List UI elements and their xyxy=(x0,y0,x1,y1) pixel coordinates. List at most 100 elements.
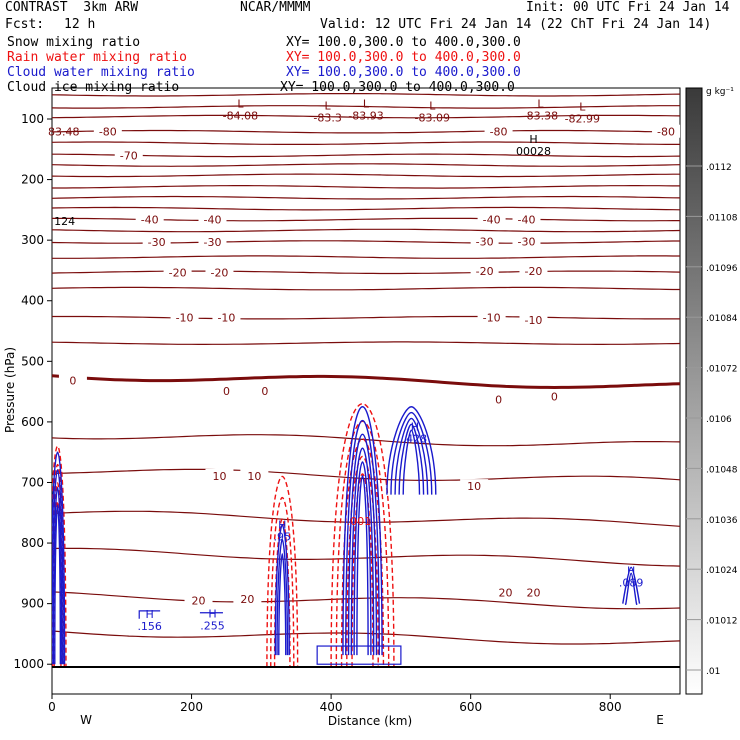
contour-label-bg xyxy=(58,373,87,387)
isotherm-line xyxy=(52,255,680,259)
contour-label-bg xyxy=(205,468,234,482)
extrema-type: L xyxy=(537,97,544,110)
contour-label-bg xyxy=(652,124,681,138)
extrema-value: .255 xyxy=(200,620,225,633)
colorbar-label: .0112 xyxy=(706,163,732,173)
isotherm-line xyxy=(52,547,680,567)
isotherm-line xyxy=(52,105,680,109)
y-tick-label: 400 xyxy=(21,294,44,308)
cloud-contour xyxy=(347,433,378,656)
extrema-type: H xyxy=(278,519,286,532)
chart-header: CONTRAST 3km ARW NCAR/MMMM Init: 00 UTC … xyxy=(0,0,740,100)
extrema-type: L xyxy=(237,97,244,110)
y-tick-label: 600 xyxy=(21,415,44,429)
contour-label-bg xyxy=(470,234,499,248)
colorbar xyxy=(685,87,703,695)
field-xy-snow: XY= 100.0,300.0 to 400.0,300.0 xyxy=(286,35,521,50)
colorbar-label: .01096 xyxy=(706,264,738,274)
field-name-cloud-water: Cloud water mixing ratio xyxy=(7,65,195,80)
cloud-contour xyxy=(386,406,437,495)
rain-contour xyxy=(330,403,395,668)
extrema-value: 00028 xyxy=(516,145,551,158)
x-tick-label: 800 xyxy=(599,700,622,714)
extrema-labels: L-84.08L-83.3L-83.93L-83.09L-83.38L-82.9… xyxy=(48,97,643,633)
extrema-value: -83.09 xyxy=(415,111,450,124)
contour-label: 10 xyxy=(212,470,226,483)
extrema-type: H xyxy=(411,420,419,433)
contour-label-bg xyxy=(519,585,548,599)
contour-label-bg xyxy=(484,124,513,138)
contour-label-bg xyxy=(512,212,541,226)
extrema-value: -82.99 xyxy=(565,113,600,126)
contour-label-bg xyxy=(163,265,192,279)
y-axis: 100 200 300 400 500 600 700 800 900 1000 xyxy=(13,112,52,671)
isotherm-line xyxy=(52,286,680,291)
field-name-snow: Snow mixing ratio xyxy=(7,35,141,50)
extrema-value: .089 xyxy=(619,577,644,590)
colorbar-label: .01108 xyxy=(706,213,738,223)
x-axis-title: Distance (km) xyxy=(328,714,412,728)
isotherm-line xyxy=(52,315,680,320)
extrema-value: -83.38 xyxy=(523,109,558,122)
contour-label: 20 xyxy=(240,593,254,606)
contour-label-bg xyxy=(477,310,506,324)
extrema-type: H xyxy=(627,565,635,578)
contour-label: -10 xyxy=(217,312,235,325)
contour-label-bg xyxy=(512,234,541,248)
isotherm-line xyxy=(52,185,680,189)
plot-frame xyxy=(51,87,681,695)
contour-label: -30 xyxy=(148,236,166,249)
contour-label: -40 xyxy=(518,214,536,227)
cloud-contour xyxy=(394,417,429,495)
contour-label: -20 xyxy=(210,266,228,279)
field-xy-rain: XY= 100.0,300.0 to 400.0,300.0 xyxy=(286,50,521,65)
colorbar-label: .01036 xyxy=(706,516,738,526)
isotherm-line xyxy=(52,173,680,178)
colorbar-label: .01084 xyxy=(706,314,738,324)
x-tick-label: 600 xyxy=(459,700,482,714)
east-label: E xyxy=(656,713,664,727)
contour-label: -20 xyxy=(476,265,494,278)
fcst-label: Fcst: xyxy=(5,17,45,32)
extrema-type: L xyxy=(363,97,370,110)
extrema-type: L xyxy=(429,99,436,112)
center-label: NCAR/MMMM xyxy=(240,0,311,15)
isotherm-line xyxy=(52,163,680,167)
contour-label: -10 xyxy=(176,312,194,325)
cloud-contour xyxy=(278,553,287,656)
cloud-contour xyxy=(350,447,375,656)
model-label: CONTRAST 3km ARW xyxy=(5,0,139,15)
isotherm-line xyxy=(52,341,680,345)
extrema-value: .428 xyxy=(403,432,428,445)
extrema-type: L xyxy=(579,101,586,114)
cloud-contour xyxy=(402,429,421,495)
contour-label-bg xyxy=(519,313,548,327)
contour-label-bg xyxy=(240,468,269,482)
colorbar-unit: g kg⁻¹ xyxy=(706,87,734,97)
y-tick-label: 1000 xyxy=(13,657,44,671)
contour-label: 0 xyxy=(495,393,502,406)
colorbar-label: .01 xyxy=(706,667,720,677)
field-name-rain: Rain water mixing ratio xyxy=(7,50,188,65)
colorbar-labels: .0112 .01108 .01096 .01084 .01072 .0106 .01048… xyxy=(686,163,738,677)
isotherm-line xyxy=(52,270,680,275)
cloud-contour xyxy=(624,572,638,605)
contour-label-bg xyxy=(519,264,548,278)
contour-label-bg xyxy=(184,593,213,607)
cloud-contour xyxy=(345,419,380,656)
contour-label: -10 xyxy=(524,314,542,327)
isotherm-line xyxy=(52,374,680,390)
y-tick-label: 200 xyxy=(21,173,44,187)
colorbar-label: .01024 xyxy=(706,566,738,576)
cloud-contour xyxy=(52,451,66,665)
cloud-contour xyxy=(316,645,402,665)
cloud-contour xyxy=(52,469,64,665)
contour-label: -80 xyxy=(99,126,117,139)
contour-label: -10 xyxy=(483,312,501,325)
cloud-contour xyxy=(52,486,63,665)
contour-label-bg xyxy=(198,234,227,248)
extrema-type: H xyxy=(529,133,537,146)
isotherm-line xyxy=(52,228,680,233)
west-label: W xyxy=(80,713,92,727)
